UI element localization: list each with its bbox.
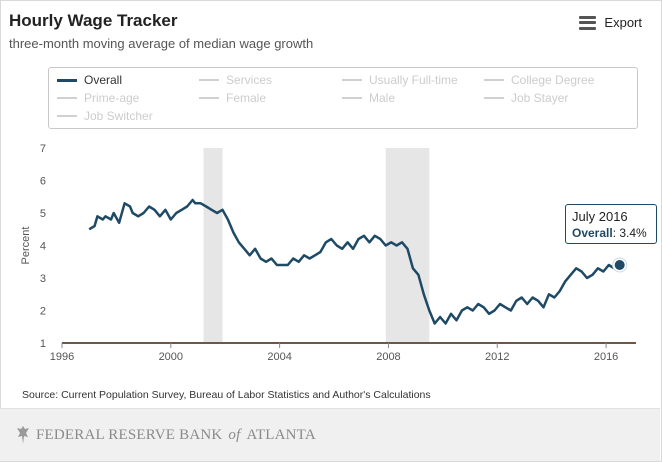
legend-item-job-stayer[interactable]: Job Stayer [484, 91, 568, 105]
tooltip-value: 3.4% [619, 226, 647, 240]
legend-label: Job Switcher [84, 109, 153, 123]
logo-text-b: ATLANTA [246, 426, 316, 443]
legend-swatch [199, 79, 219, 81]
legend-label: Prime-age [84, 91, 140, 105]
legend-swatch [484, 97, 504, 99]
export-button[interactable]: Export [579, 15, 642, 30]
x-tick-label: 2000 [159, 351, 183, 363]
x-tick-label: 1996 [50, 351, 74, 363]
legend-label: College Degree [511, 73, 595, 87]
y-tick-label: 4 [40, 241, 46, 253]
highlight-point [614, 260, 625, 270]
recession-band [385, 148, 430, 343]
legend-item-job-switcher[interactable]: Job Switcher [57, 109, 153, 123]
legend-label: Male [369, 91, 396, 105]
y-tick-label: 6 [40, 176, 46, 188]
logo-text-of: of [228, 426, 241, 443]
legend-item-female[interactable]: Female [199, 91, 266, 105]
y-tick-label: 5 [40, 208, 46, 220]
legend-swatch [57, 78, 77, 82]
y-tick-label: 7 [40, 143, 46, 155]
legend-swatch [342, 79, 362, 81]
legend-label: Usually Full-time [369, 73, 458, 87]
series-layer [88, 198, 621, 325]
recession-band [203, 148, 223, 343]
legend-swatch [342, 97, 362, 99]
legend-swatch [199, 97, 219, 99]
legend: Overall Services Usually Full-time Colle… [48, 67, 638, 129]
logo-text-a: FEDERAL RESERVE BANK [36, 426, 223, 443]
legend-swatch [57, 97, 77, 99]
legend-swatch [484, 79, 504, 81]
y-axis-label: Percent [20, 227, 32, 265]
legend-label: Job Stayer [511, 91, 569, 105]
legend-label: Overall [84, 73, 123, 87]
legend-item-services[interactable]: Services [199, 73, 272, 87]
legend-item-usually-full-time[interactable]: Usually Full-time [342, 73, 458, 87]
recession-bands [203, 148, 430, 343]
frb-atlanta-logo: FEDERAL RESERVE BANK of ATLANTA [16, 425, 316, 445]
y-tick-label: 2 [40, 306, 46, 318]
legend-item-male[interactable]: Male [342, 91, 395, 105]
y-tick-label: 1 [40, 338, 46, 350]
source-note: Source: Current Population Survey, Burea… [22, 389, 431, 401]
eagle-icon [17, 426, 29, 444]
legend-item-prime-age[interactable]: Prime-age [57, 91, 139, 105]
tooltip-series: Overall [572, 226, 613, 240]
x-tick-label: 2008 [376, 351, 400, 363]
tooltip: July 2016 Overall: 3.4% [565, 204, 657, 244]
legend-label: Services [226, 73, 273, 87]
x-tick-label: 2004 [267, 351, 291, 363]
axes: 1 2 3 4 5 6 7 1996 2000 2004 2008 2012 2016 Percent [20, 143, 636, 363]
legend-label: Female [226, 91, 267, 105]
y-tick-label: 3 [40, 273, 46, 285]
highlight-layer [612, 257, 628, 273]
series-line-overall [88, 198, 621, 325]
tooltip-date: July 2016 [572, 209, 628, 224]
legend-item-overall[interactable]: Overall [57, 73, 122, 87]
chart-subtitle: three-month moving average of median wag… [9, 36, 314, 51]
x-tick-label: 2016 [594, 351, 618, 363]
chart-title: Hourly Wage Tracker [9, 11, 178, 30]
footer: FEDERAL RESERVE BANK of ATLANTA [0, 408, 660, 461]
legend-item-college-degree[interactable]: College Degree [484, 73, 594, 87]
hamburger-menu-icon [579, 15, 597, 30]
tooltip-value-row: Overall: 3.4% [572, 226, 647, 240]
export-label: Export [604, 15, 642, 30]
x-tick-label: 2012 [485, 351, 509, 363]
legend-swatch [57, 115, 77, 117]
